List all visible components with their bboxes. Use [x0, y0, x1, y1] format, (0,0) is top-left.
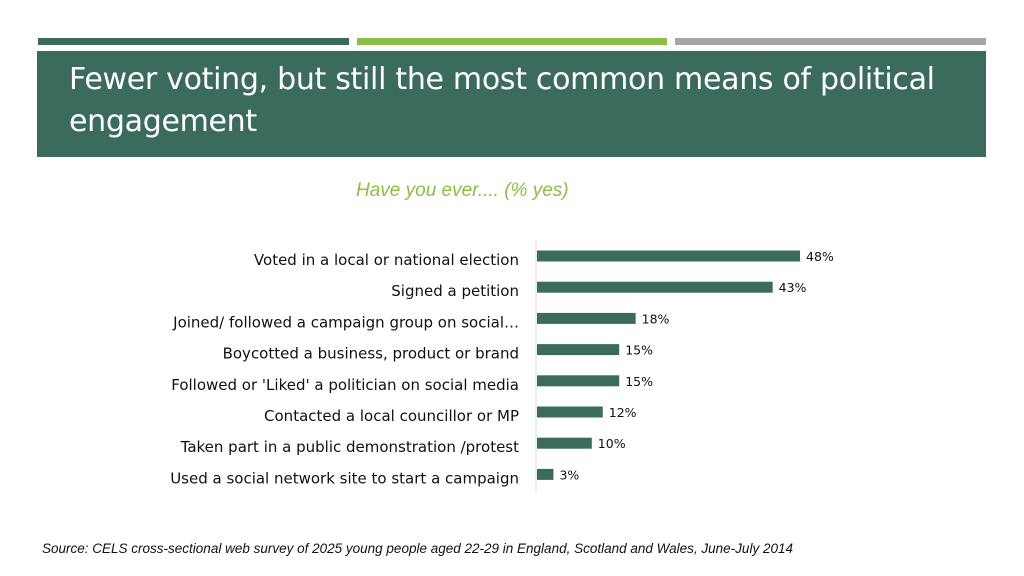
bar-2	[537, 312, 636, 324]
category-label-4: Followed or 'Liked' a politician on soci…	[171, 376, 519, 394]
bars-layer: Voted in a local or national election 48%…	[170, 249, 834, 487]
category-label-2: Joined/ followed a campaign group on soc…	[172, 313, 519, 331]
accent-bar-dark	[38, 38, 349, 45]
category-label-1: Signed a petition	[391, 282, 519, 300]
value-label-3: 15%	[625, 343, 653, 358]
category-label-0: Voted in a local or national election	[254, 251, 519, 269]
value-label-2: 18%	[642, 311, 670, 326]
category-label-6: Taken part in a public demonstration /pr…	[180, 438, 519, 456]
bar-3	[537, 344, 620, 356]
accent-bar-green	[357, 38, 667, 45]
value-label-1: 43%	[779, 280, 807, 295]
title-band: Fewer voting, but still the most common …	[37, 51, 986, 157]
bar-5	[537, 406, 603, 418]
source-note: Source: CELS cross-sectional web survey …	[42, 541, 793, 556]
bar-7	[537, 468, 554, 480]
value-label-6: 10%	[598, 436, 626, 451]
bar-1	[537, 281, 773, 293]
category-label-5: Contacted a local councillor or MP	[264, 407, 519, 425]
chart-subtitle: Have you ever.... (% yes)	[356, 180, 569, 201]
category-label-3: Boycotted a business, product or brand	[223, 345, 519, 363]
value-label-7: 3%	[559, 467, 579, 482]
value-label-4: 15%	[625, 374, 653, 389]
value-label-0: 48%	[806, 249, 834, 264]
bar-6	[537, 437, 592, 449]
slide-title: Fewer voting, but still the most common …	[69, 62, 935, 139]
accent-bar-gray	[675, 38, 986, 45]
bar-0	[537, 250, 801, 262]
value-label-5: 12%	[609, 405, 637, 420]
bar-4	[537, 375, 620, 387]
category-label-7: Used a social network site to start a ca…	[170, 469, 519, 487]
